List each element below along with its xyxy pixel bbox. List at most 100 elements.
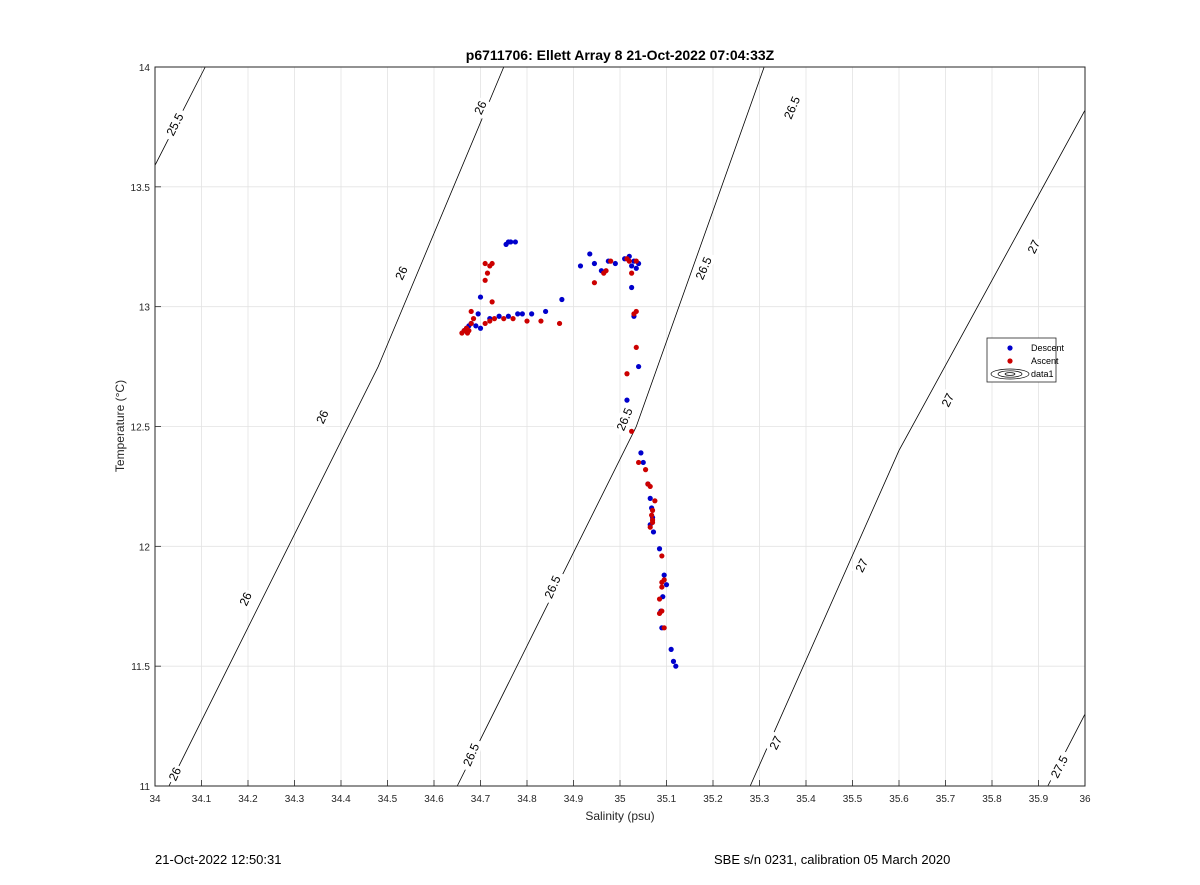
x-tick-label: 35.9 [1029, 794, 1049, 805]
ascent-point [608, 258, 614, 264]
x-tick-label: 34.4 [331, 794, 351, 805]
contour-label: 27 [851, 554, 873, 577]
x-tick-label: 35.5 [843, 794, 863, 805]
y-axis-label: Temperature (°C) [113, 380, 127, 472]
ascent-point [659, 553, 665, 559]
x-tick-label: 34 [149, 794, 161, 805]
descent-point [475, 311, 481, 317]
descent-point [477, 294, 484, 300]
x-tick-label: 35.8 [982, 794, 1002, 805]
ascent-point [466, 328, 472, 334]
contour-label-text: 26 [237, 590, 255, 608]
legend-descent-marker [1007, 345, 1013, 351]
descent-point [529, 311, 535, 317]
y-tick-label: 13.5 [131, 183, 151, 194]
contour-label-bg [391, 261, 412, 285]
ascent-point [629, 428, 635, 434]
contour-label-bg [539, 569, 566, 605]
legend-descent-label: Descent [1031, 343, 1065, 353]
ascent-point [538, 318, 544, 324]
ascent-point [501, 316, 507, 322]
contour-label: 26 [312, 405, 333, 429]
contour-label-bg [1023, 235, 1045, 258]
ascent-point [656, 610, 663, 617]
contour-label-bg [312, 405, 333, 429]
ascent-point [659, 584, 665, 590]
ascent-point [661, 625, 667, 631]
contour-label-bg [470, 96, 491, 119]
contour-label-text: 26 [471, 98, 489, 116]
contour-label-text: 27 [939, 391, 958, 409]
contour-label-bg [937, 388, 959, 412]
contour-label-bg [1045, 749, 1073, 785]
ascent-point [468, 320, 474, 327]
contour-label-bg [851, 554, 873, 577]
y-tick-label: 11 [140, 782, 151, 793]
contour-label-bg [458, 737, 484, 773]
x-tick-label: 34.9 [564, 794, 584, 805]
contour-line [168, 66, 505, 787]
ascent-point [482, 277, 488, 283]
descent-point [636, 363, 642, 370]
legend-ascent-marker [1007, 358, 1013, 364]
legend: Descent Ascent data1 [986, 337, 1065, 383]
x-tick-label: 34.5 [378, 794, 398, 805]
descent-point [591, 260, 598, 267]
y-tick-label: 14 [139, 63, 151, 74]
footer-timestamp: 21-Oct-2022 12:50:31 [155, 852, 282, 867]
contour-line [749, 109, 1086, 787]
contour-label-bg [690, 250, 717, 286]
ascent-point [470, 316, 477, 322]
descent-point [624, 397, 630, 403]
x-tick-label: 34.8 [517, 794, 537, 805]
ascent-point [647, 524, 653, 530]
contour-label-bg [164, 762, 186, 786]
legend-data1-label: data1 [1031, 369, 1054, 379]
contour-label: 27 [937, 388, 959, 412]
data-series [459, 239, 679, 669]
descent-point [638, 450, 644, 456]
ascent-point [624, 371, 630, 377]
contour-label-bg [235, 587, 256, 611]
descent-point [629, 263, 635, 269]
descent-point [656, 546, 663, 552]
ascent-point [647, 483, 653, 490]
ascent-point [649, 507, 656, 513]
contour-label-bg [611, 401, 638, 437]
descent-point [577, 263, 584, 269]
legend-contour-icon [990, 368, 1030, 380]
x-tick-label: 35.7 [936, 794, 956, 805]
y-tick-label: 12.5 [131, 423, 151, 434]
series-ascent [459, 256, 667, 631]
descent-point [512, 239, 518, 245]
descent-point [670, 658, 677, 664]
ascent-point [556, 320, 563, 327]
ascent-point [631, 311, 637, 317]
descent-point [559, 296, 565, 303]
contour-label: 27 [1023, 235, 1045, 258]
ascent-point [633, 344, 639, 351]
descent-point [673, 663, 679, 669]
contour-label: 26 [235, 587, 256, 611]
descent-point [519, 311, 525, 317]
descent-point [496, 313, 502, 319]
descent-point [612, 260, 618, 267]
ascent-point [482, 260, 488, 267]
ascent-point [482, 320, 488, 327]
descent-point [668, 646, 674, 652]
ascent-point [591, 280, 598, 286]
descent-point [640, 459, 646, 466]
footer-instrument-info: SBE s/n 0231, calibration 05 March 2020 [714, 852, 951, 867]
y-tick-label: 13 [139, 303, 151, 314]
density-contours: 25.5262626262626.526.526.526.526.5272727… [154, 66, 1086, 787]
x-tick-label: 35.4 [796, 794, 816, 805]
ascent-point [636, 459, 642, 466]
ascent-point [656, 596, 663, 602]
descent-point [629, 284, 635, 291]
legend-ascent-label: Ascent [1031, 356, 1059, 366]
descent-point [477, 325, 484, 331]
ascent-point [652, 498, 658, 504]
ascent-point [626, 258, 632, 264]
ascent-point [633, 258, 639, 264]
